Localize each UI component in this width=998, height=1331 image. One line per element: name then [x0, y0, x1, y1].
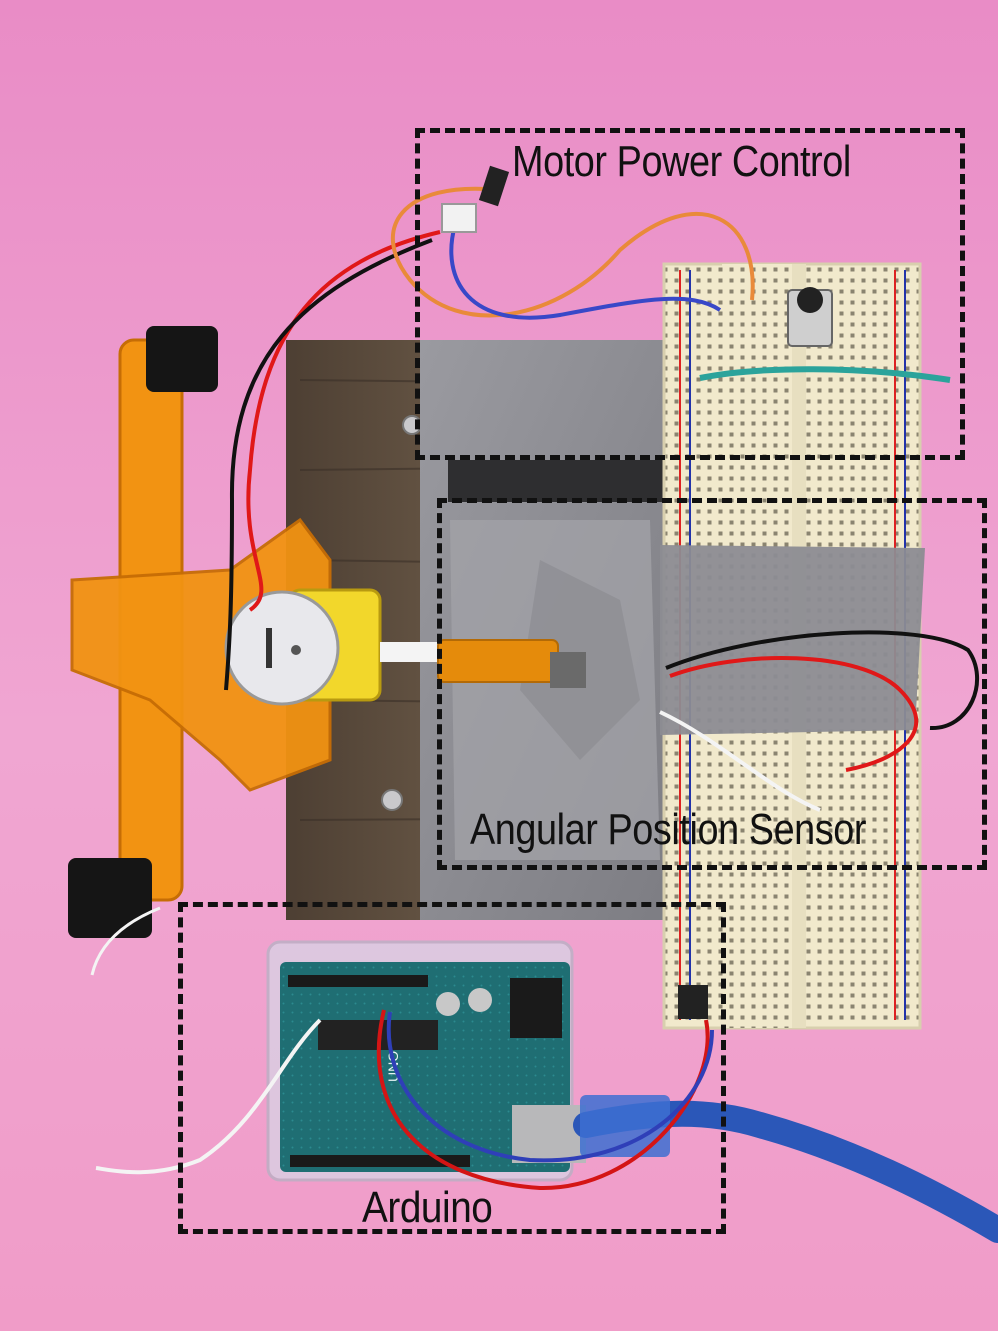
arduino-header: [288, 975, 428, 987]
jumper-connector: [441, 203, 477, 233]
sensor-tape: [660, 545, 925, 735]
arduino-label: Arduino: [362, 1183, 493, 1232]
wire-white-left: [90, 906, 161, 976]
power-jack: [510, 978, 562, 1038]
wire-orange: [390, 186, 755, 318]
wire-black: [224, 238, 433, 691]
motor-shaft: [380, 642, 440, 662]
arduino-header: [290, 1155, 470, 1167]
wire-black-sensor: [665, 630, 979, 731]
jumper-connector: [678, 985, 708, 1019]
wire-red-sensor: [669, 655, 919, 772]
wire-blue: [449, 224, 722, 320]
motor-power-control-outline: [415, 128, 965, 460]
dc-motor: [224, 590, 340, 706]
capacitor: [468, 988, 492, 1012]
wire-white-arduino: [95, 1018, 322, 1175]
orange-frame-clip: [146, 326, 218, 392]
wire-teal: [699, 366, 951, 383]
arduino-outline: [178, 902, 726, 1234]
wire-red: [246, 230, 441, 612]
wire-blue-arduino: [386, 1011, 714, 1163]
motor-power-control-label: Motor Power Control: [512, 137, 851, 186]
angular-position-sensor-label: Angular Position Sensor: [470, 805, 867, 854]
orange-frame-clip: [68, 858, 152, 938]
usb-port: [512, 1105, 586, 1163]
angular-position-sensor-outline: [437, 498, 987, 870]
arduino-board: [280, 962, 570, 1172]
wire-white-sensor: [659, 710, 821, 812]
usb-plug: [580, 1095, 670, 1157]
screw: [381, 789, 403, 811]
jumper-connector: [478, 165, 510, 207]
capacitor: [436, 992, 460, 1016]
tape-strip: [448, 460, 666, 502]
motor-housing: [70, 517, 332, 792]
